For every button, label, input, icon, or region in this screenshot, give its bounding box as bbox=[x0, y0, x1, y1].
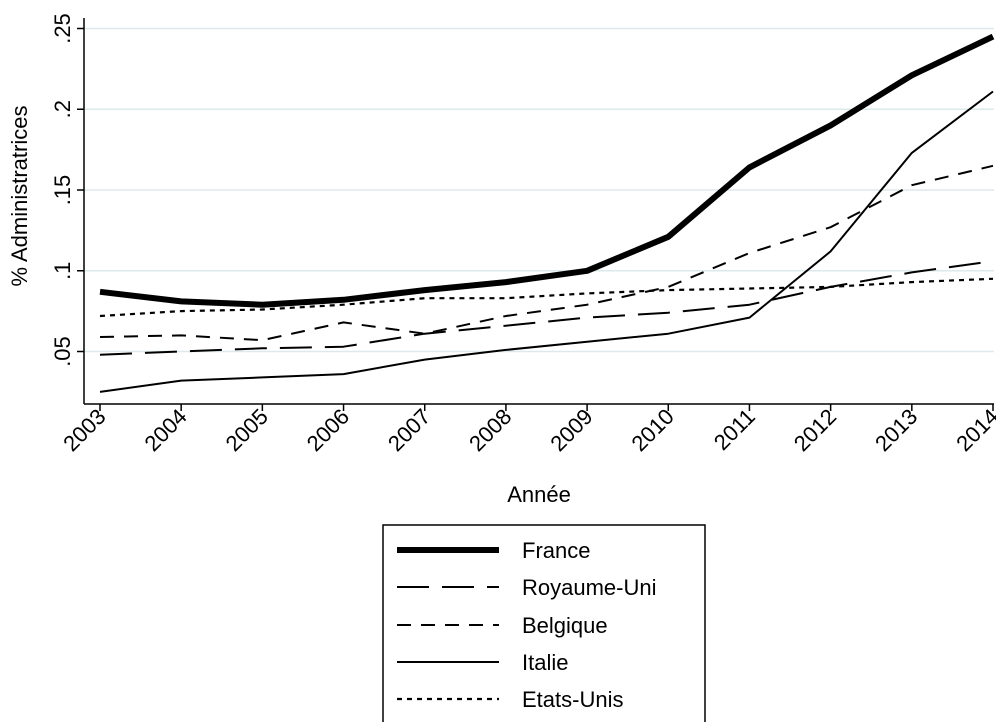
x-tick-label: 2005 bbox=[221, 404, 273, 456]
x-tick-label: 2004 bbox=[139, 404, 191, 456]
y-tick-label: .1 bbox=[50, 262, 75, 280]
x-ticks: 2003 2004 2005 2006 2007 2008 2009 2010 2011 2012… bbox=[58, 404, 996, 456]
y-tick-label: .25 bbox=[50, 13, 75, 44]
y-tick-label: .2 bbox=[50, 100, 75, 118]
series-line-france bbox=[99, 33, 995, 308]
legend: France Royaume-Uni Belgique Italie Etats-Uni… bbox=[382, 524, 706, 726]
x-tick-label: 2003 bbox=[58, 404, 110, 456]
y-ticks: .05 .1 .15 .2 .25 bbox=[50, 13, 84, 367]
legend-label: Etats-Unis bbox=[522, 687, 623, 712]
x-tick-label: 2007 bbox=[383, 404, 435, 456]
x-axis-label: Année bbox=[507, 482, 571, 507]
series-lines bbox=[99, 33, 995, 393]
legend-label: Italie bbox=[522, 650, 568, 675]
y-tick-label: .05 bbox=[50, 336, 75, 367]
x-tick-label: 2011 bbox=[709, 404, 760, 455]
y-axis-label: % Administratrices bbox=[7, 106, 32, 287]
x-tick-label: 2009 bbox=[545, 404, 597, 456]
series-line-belgique bbox=[99, 164, 994, 342]
legend-box bbox=[382, 524, 706, 726]
legend-label: Royaume-Uni bbox=[522, 575, 657, 600]
legend-label: Belgique bbox=[522, 613, 608, 638]
axes bbox=[83, 18, 994, 405]
x-tick-label: 2010 bbox=[627, 404, 679, 456]
series-line-etats-unis bbox=[99, 277, 994, 318]
legend-label: France bbox=[522, 538, 590, 563]
x-tick-label: 2006 bbox=[302, 404, 354, 456]
x-tick-label: 2008 bbox=[464, 404, 516, 456]
y-tick-label: .15 bbox=[50, 175, 75, 206]
x-tick-label: 2012 bbox=[789, 404, 841, 456]
series-line-royaume-uni bbox=[99, 260, 994, 356]
series-line-italie bbox=[99, 90, 994, 393]
x-tick-label: 2013 bbox=[870, 404, 922, 456]
gridlines bbox=[85, 27, 994, 353]
x-tick-label: 2014 bbox=[951, 404, 996, 456]
